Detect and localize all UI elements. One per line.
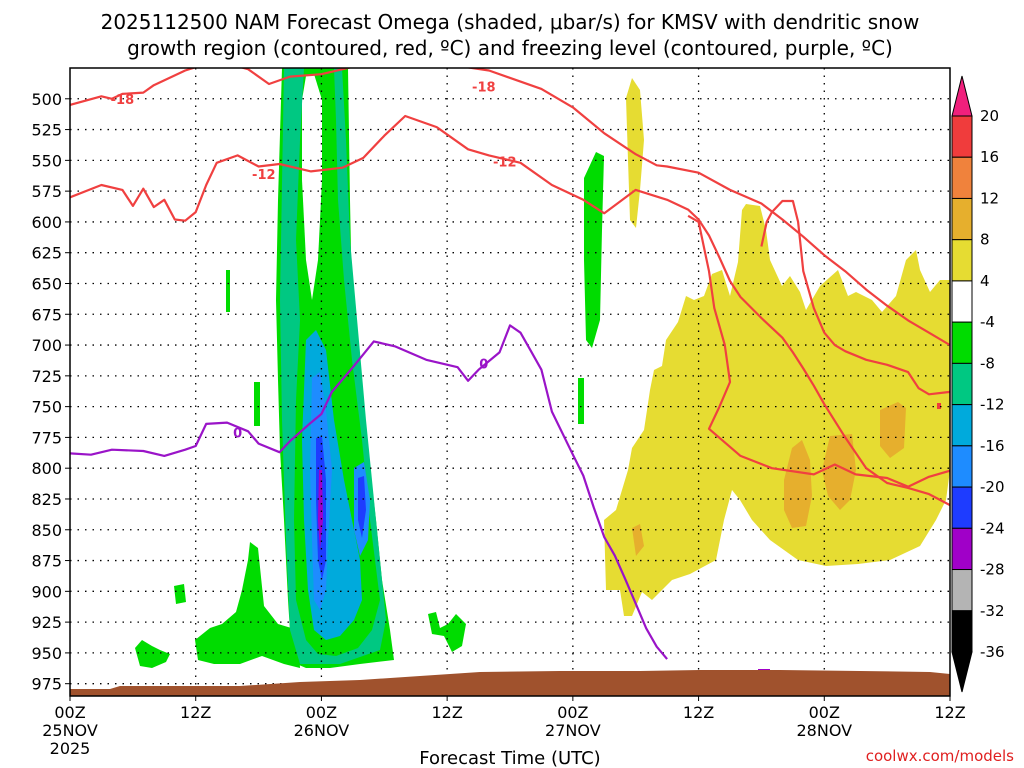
colorbar-label: -36	[980, 643, 1005, 661]
colorbar-label: 4	[980, 272, 990, 290]
chart-title-line-1: 2025112500 NAM Forecast Omega (shaded, μ…	[101, 10, 920, 34]
colorbar-label: -24	[980, 519, 1005, 537]
colorbar-swatch	[951, 404, 973, 447]
colorbar-top-arrow	[951, 75, 973, 117]
x-tick-label: 00Z	[54, 703, 85, 722]
omega-region-green-white-gap	[302, 74, 322, 300]
colorbar-swatch	[951, 362, 973, 406]
colorbar-label: -16	[980, 437, 1005, 455]
colorbar-label: -28	[980, 561, 1005, 579]
contour-line-4	[70, 324, 668, 660]
contour-lines	[70, 68, 950, 660]
contour-label-red: -12	[493, 156, 517, 171]
contour-line-1	[70, 114, 950, 507]
y-tick-label: 850	[31, 521, 62, 540]
y-tick-label: 650	[31, 274, 62, 293]
x-tick-date: 28NOV	[796, 721, 852, 740]
terrain-surface	[70, 670, 950, 696]
colorbar-swatch	[951, 445, 973, 488]
omega-region-orange	[632, 402, 906, 556]
contour-label-red: -12	[252, 168, 276, 183]
x-tick-label: 12Z	[683, 703, 714, 722]
y-tick-label: 500	[31, 90, 62, 109]
colorbar-swatch	[951, 239, 973, 282]
colorbar-swatch	[951, 197, 973, 241]
chart-title-line-2: growth region (contoured, red, ºC) and f…	[127, 36, 893, 60]
omega-region-green-small	[428, 152, 604, 652]
omega-region-deep-blue	[316, 436, 366, 580]
x-tick-date: 26NOV	[294, 721, 350, 740]
omega-region-purple	[318, 470, 323, 550]
y-tick-label: 575	[31, 182, 62, 201]
colorbar-label: 16	[980, 148, 999, 166]
y-tick-label: 525	[31, 121, 62, 140]
colorbar-label: 8	[980, 231, 990, 249]
x-tick-label: 00Z	[306, 703, 337, 722]
y-tick-label: 950	[31, 644, 62, 663]
y-tick-label: 675	[31, 305, 62, 324]
colorbar-label: -20	[980, 478, 1005, 496]
omega-region-green-left	[135, 270, 300, 668]
y-axis: 500 525 550 575 600 625 650 675 700 725 750 775 800 8…	[31, 90, 70, 694]
y-tick-label: 550	[31, 151, 62, 170]
omega-region-yellow	[604, 78, 950, 616]
x-tick-date: 25NOV	[42, 721, 98, 740]
colorbar-label: -12	[980, 396, 1005, 414]
colorbar-label: -32	[980, 602, 1005, 620]
colorbar: 20 16 12 8 4 -4 -8 -12 -16 -20 -24 -28 -32 -36	[951, 75, 1005, 693]
plot-frame	[69, 67, 951, 697]
x-tick-label: 00Z	[557, 703, 588, 722]
contour-label-purple: 0	[233, 426, 242, 441]
colorbar-swatch	[951, 280, 973, 323]
y-tick-label: 750	[31, 398, 62, 417]
y-tick-label: 725	[31, 367, 62, 386]
x-tick-year: 2025	[50, 739, 91, 758]
x-tick-label: 12Z	[934, 703, 965, 722]
x-tick-label: 12Z	[180, 703, 211, 722]
contour-label-purple: 0	[479, 358, 488, 373]
x-tick-date: 27NOV	[545, 721, 601, 740]
omega-region-teal	[280, 68, 386, 664]
colorbar-swatch	[951, 156, 973, 199]
y-tick-label: 975	[31, 675, 62, 694]
colorbar-bottom-arrow	[951, 651, 973, 693]
omega-region-red-dot	[937, 403, 941, 409]
y-tick-label: 600	[31, 213, 62, 232]
colorbar-swatch	[951, 321, 973, 364]
colorbar-label: 12	[980, 189, 999, 207]
colorbar-swatch	[951, 527, 973, 571]
y-tick-label: 775	[31, 428, 62, 447]
plot-area: -18 -18 -12 -12 0 0	[70, 68, 950, 696]
y-tick-label: 900	[31, 582, 62, 601]
colorbar-swatch	[951, 610, 973, 653]
y-tick-label: 625	[31, 244, 62, 263]
contour-line-0	[70, 68, 950, 347]
y-tick-label: 925	[31, 613, 62, 632]
x-tick-label: 12Z	[431, 703, 462, 722]
x-axis-label: Forecast Time (UTC)	[419, 748, 600, 768]
y-tick-label: 800	[31, 459, 62, 478]
colorbar-swatch	[951, 115, 973, 158]
colorbar-swatch	[951, 569, 973, 612]
contour-label-red: -18	[472, 80, 496, 95]
y-tick-label: 700	[31, 336, 62, 355]
contour-labels: -18 -18 -12 -12 0 0	[111, 80, 517, 441]
colorbar-label: 20	[980, 107, 999, 125]
colorbar-swatch	[951, 486, 973, 529]
contour-line-3	[760, 199, 950, 396]
y-tick-label: 875	[31, 552, 62, 571]
x-tick-label: 00Z	[809, 703, 840, 722]
colorbar-label: -8	[980, 354, 995, 372]
contour-line-2	[687, 214, 950, 488]
colorbar-label: -4	[980, 313, 995, 331]
credit-text: coolwx.com/models	[866, 747, 1014, 765]
y-tick-label: 825	[31, 490, 62, 509]
contour-label-red: -18	[111, 93, 135, 108]
